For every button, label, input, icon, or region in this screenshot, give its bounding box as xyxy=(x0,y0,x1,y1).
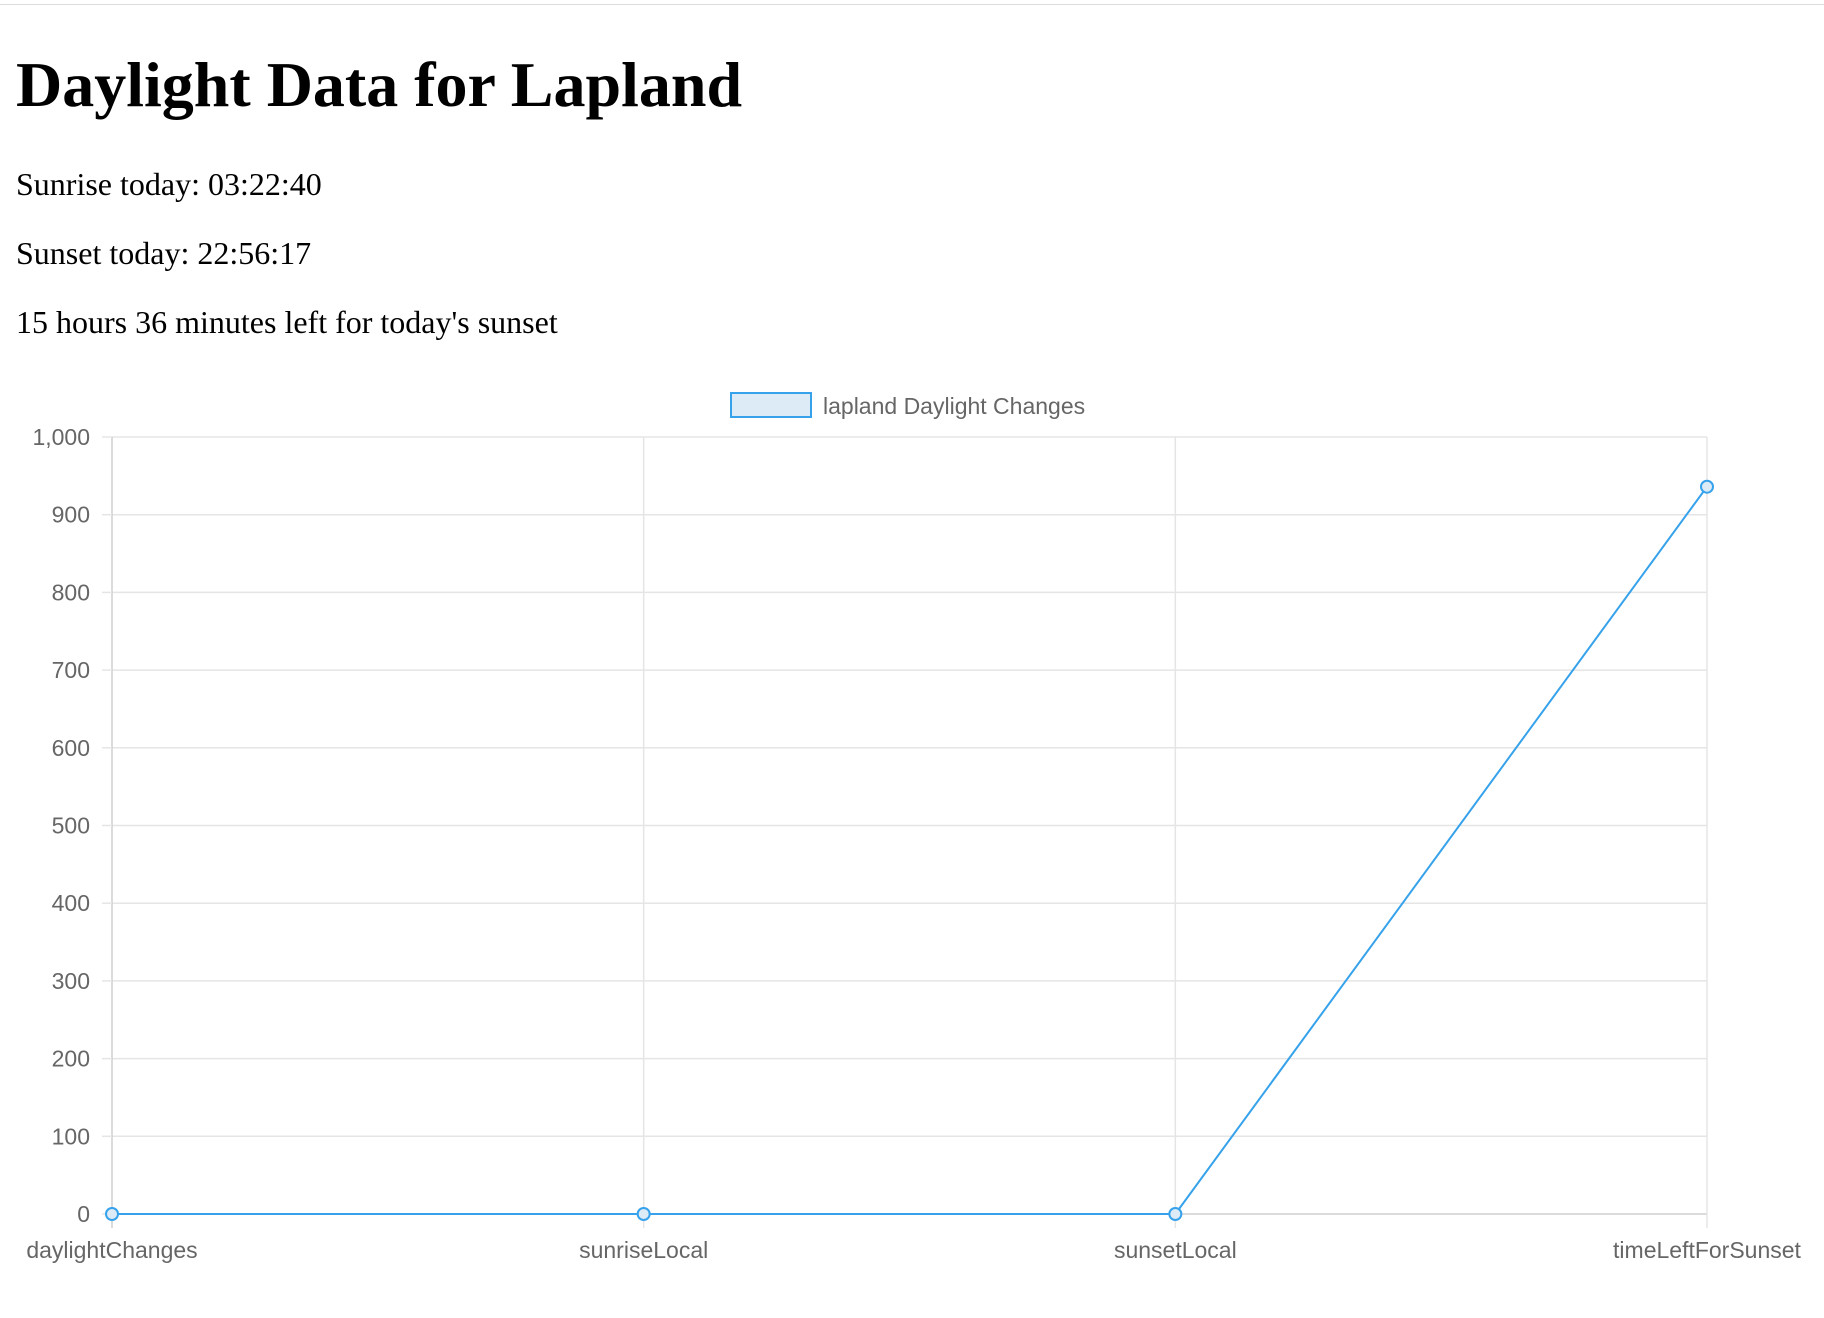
y-tick-label: 200 xyxy=(52,1046,90,1072)
y-tick-label: 400 xyxy=(52,890,90,916)
top-divider xyxy=(0,4,1824,5)
data-point[interactable] xyxy=(1700,479,1714,494)
chart-canvas: lapland Daylight Changes 0 100 200 300 400 50… xyxy=(26,392,1802,1263)
daylight-chart: lapland Daylight Changes 0 100 200 300 400 50… xyxy=(0,370,1824,1290)
y-tick-label: 700 xyxy=(52,657,90,683)
y-tick-label: 300 xyxy=(52,968,90,994)
y-tick-label: 500 xyxy=(52,813,90,839)
chart-grid xyxy=(111,436,1708,1228)
page-title: Daylight Data for Lapland xyxy=(16,49,743,120)
y-tick-label: 0 xyxy=(77,1201,90,1227)
data-point[interactable] xyxy=(636,1207,651,1221)
sunrise-text: Sunrise today: 03:22:40 xyxy=(16,166,322,202)
time-left-text: 15 hours 36 minutes left for today's sun… xyxy=(16,304,558,340)
x-tick-label: timeLeftForSunset xyxy=(1613,1237,1802,1263)
legend-swatch xyxy=(730,392,812,418)
y-tick-label: 800 xyxy=(52,579,90,605)
chart-axes: 0 100 200 300 400 500 600 700 800 900 1,000 dayligh… xyxy=(26,424,1801,1263)
chart-legend[interactable]: lapland Daylight Changes xyxy=(730,392,1085,419)
x-tick-label: sunsetLocal xyxy=(1114,1237,1237,1263)
y-tick-label: 600 xyxy=(52,735,90,761)
series-line xyxy=(112,486,1708,1215)
y-tick-label: 1,000 xyxy=(32,424,90,450)
chart-series xyxy=(105,479,1714,1221)
y-tick-label: 900 xyxy=(52,502,90,528)
x-tick-label: sunriseLocal xyxy=(579,1237,708,1263)
legend-label: lapland Daylight Changes xyxy=(823,393,1085,419)
sunset-text: Sunset today: 22:56:17 xyxy=(16,235,312,271)
data-point[interactable] xyxy=(105,1207,119,1221)
x-tick-label: daylightChanges xyxy=(26,1237,197,1263)
y-tick-label: 100 xyxy=(52,1123,90,1149)
data-point[interactable] xyxy=(1168,1207,1183,1221)
